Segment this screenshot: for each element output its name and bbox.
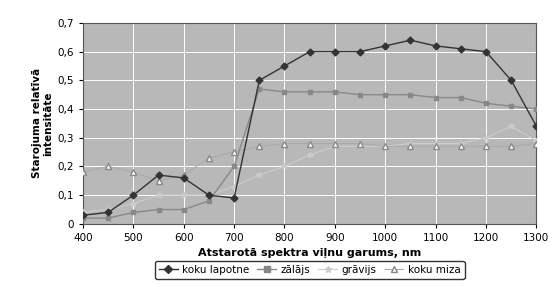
Legend: koku lapotne, zālājs, grāvijs, koku miza: koku lapotne, zālājs, grāvijs, koku miza xyxy=(155,261,465,279)
X-axis label: Atstarotā spektra viļnu garums, nm: Atstarotā spektra viļnu garums, nm xyxy=(198,249,421,258)
Y-axis label: Starojuma relatīvā
intensitāte: Starojuma relatīvā intensitāte xyxy=(32,68,53,179)
